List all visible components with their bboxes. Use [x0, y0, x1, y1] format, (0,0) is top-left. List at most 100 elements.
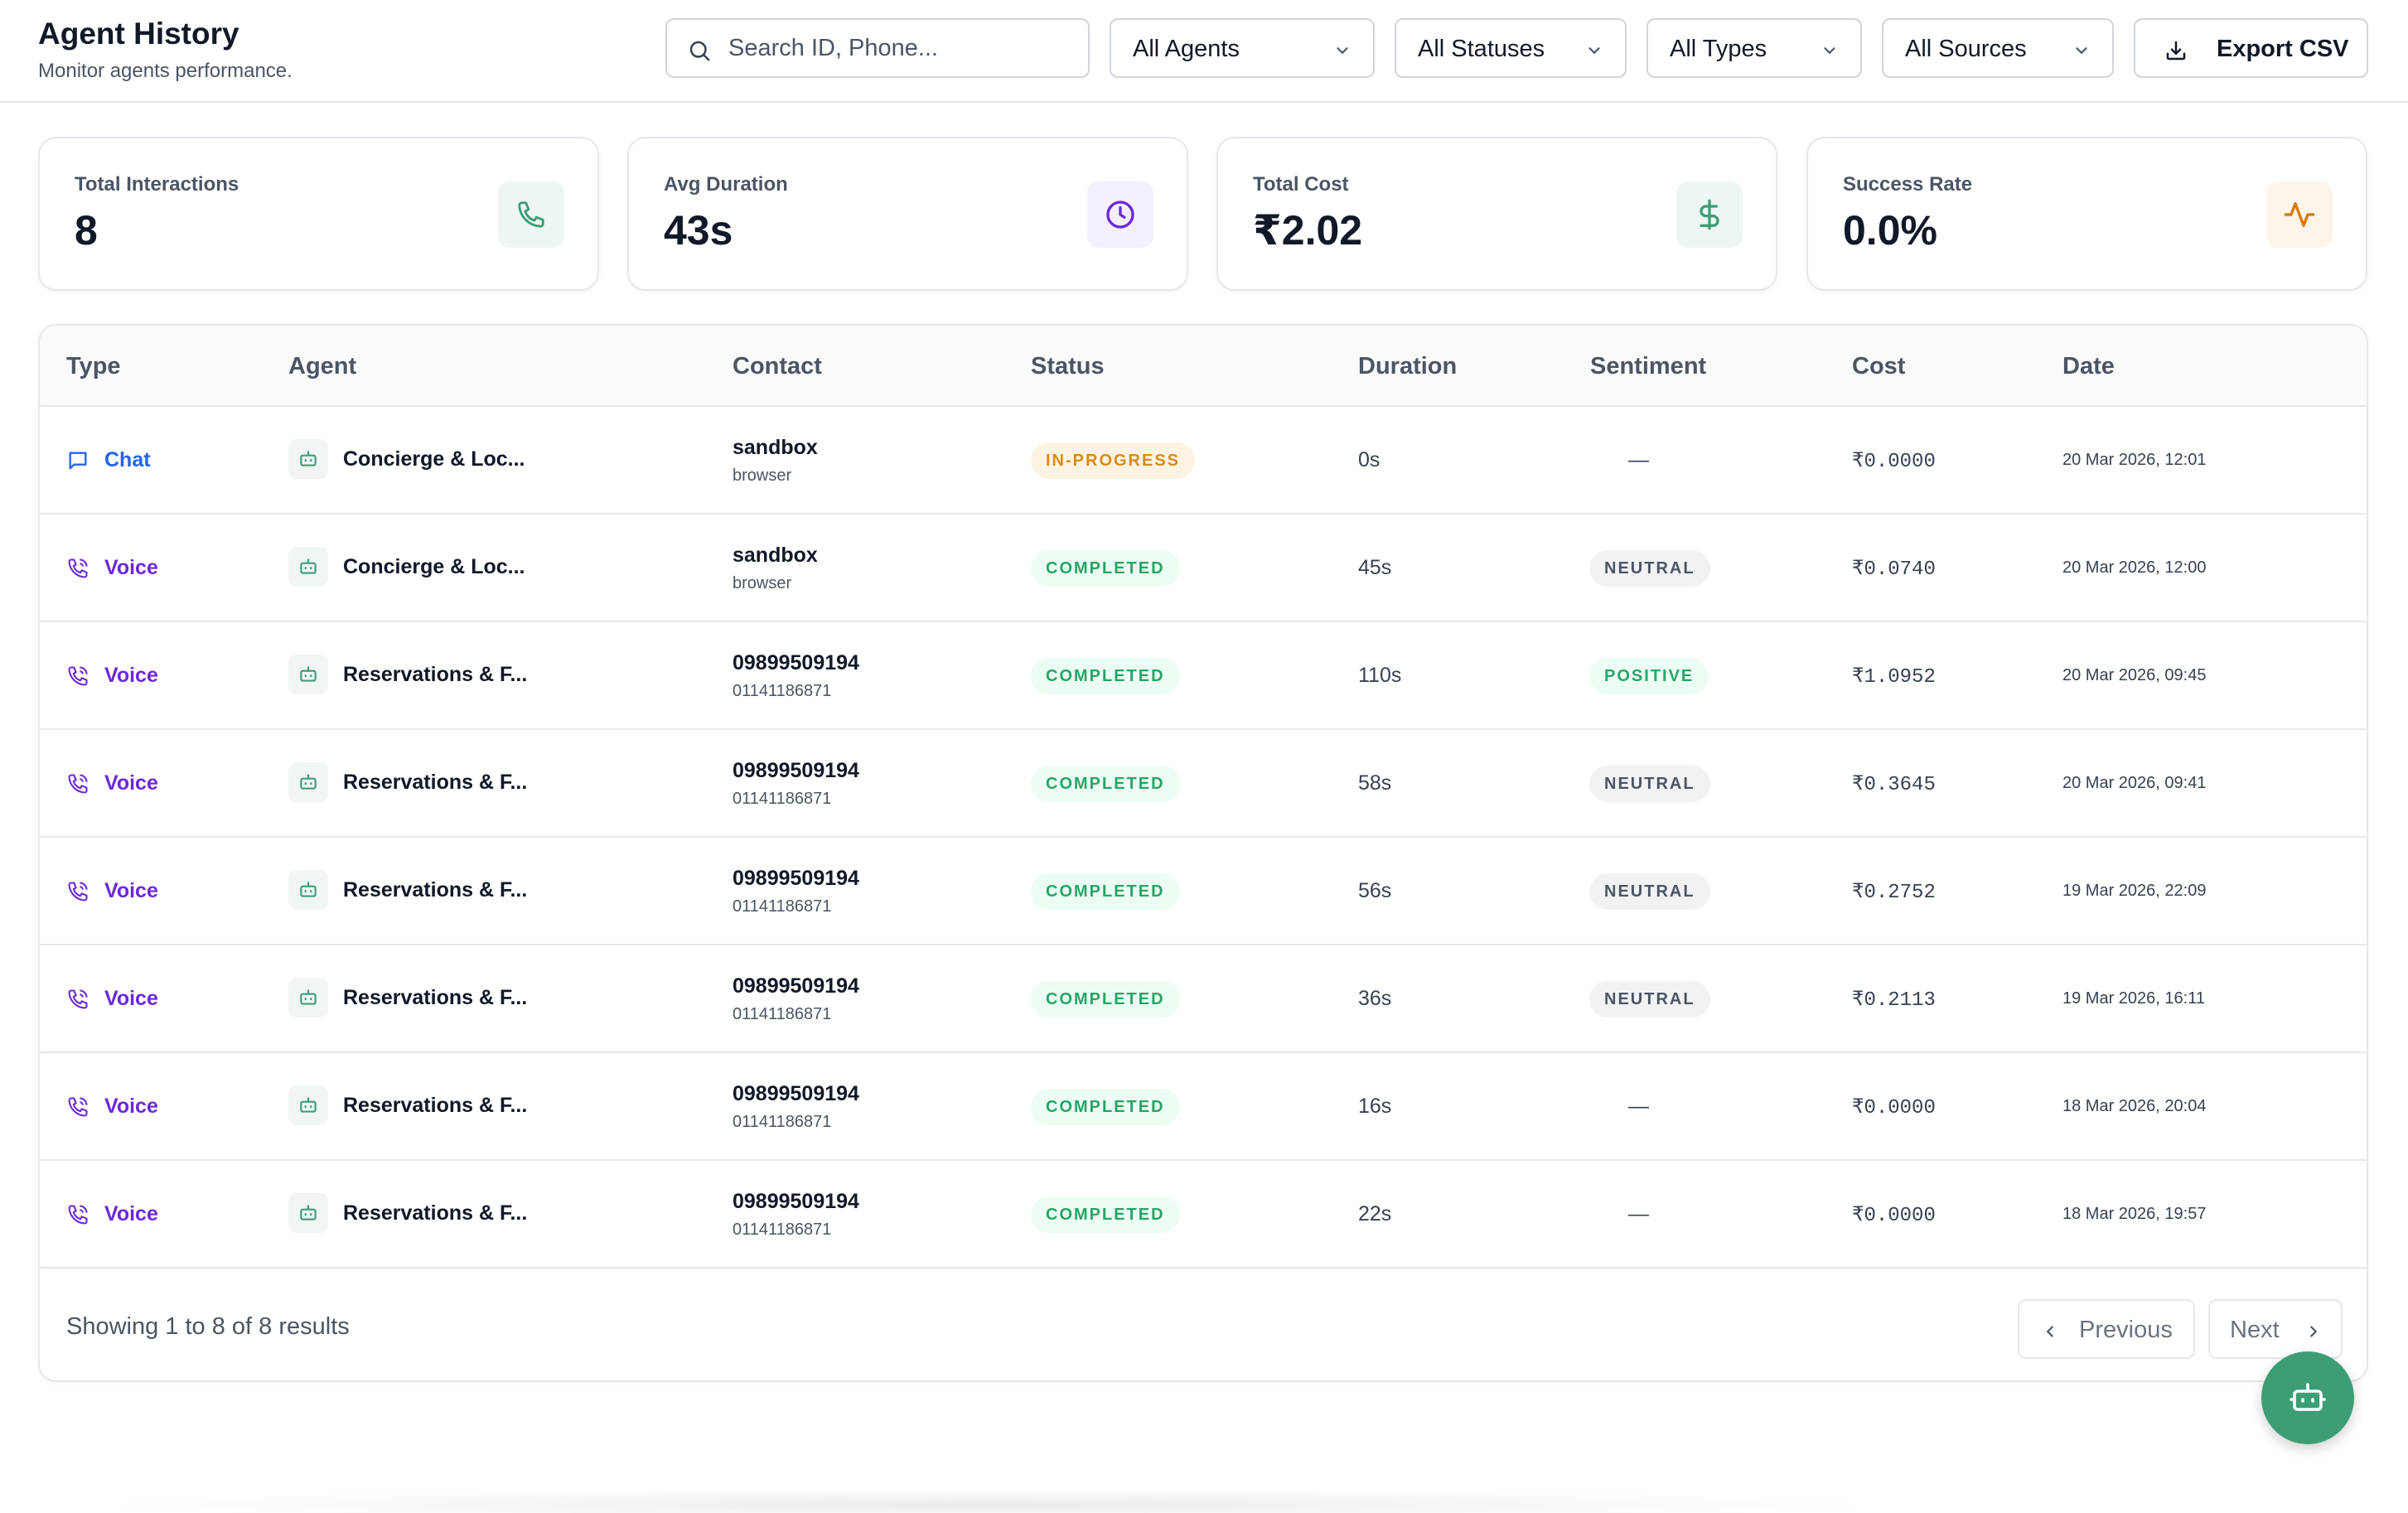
column-header-duration[interactable]: Duration	[1358, 353, 1458, 379]
agent-cell: Reservations & F...	[288, 1085, 527, 1125]
phone-call-icon	[68, 1096, 88, 1117]
chevron-down-icon	[1824, 47, 1835, 55]
type-label: Voice	[104, 771, 158, 795]
cost-cell: ₹0.0000	[1852, 1205, 1936, 1227]
table-row[interactable]: Voice Reservations & F... 09899509194 01…	[40, 838, 2367, 945]
agent-name: Reservations & F...	[343, 985, 528, 1009]
results-summary: Showing 1 to 8 of 8 results	[66, 1313, 350, 1340]
download-icon	[2166, 41, 2186, 60]
activity-icon	[2266, 181, 2333, 248]
page-header: Agent History Monitor agents performance…	[0, 0, 2408, 103]
status-badge: COMPLETED	[1031, 766, 1180, 802]
duration-cell: 110s	[1358, 664, 1402, 687]
phone-call-icon	[68, 1204, 88, 1225]
table-row[interactable]: Voice Reservations & F... 09899509194 01…	[40, 1053, 2367, 1161]
table-row[interactable]: Voice Reservations & F... 09899509194 01…	[40, 1161, 2367, 1269]
type-label: Voice	[104, 987, 158, 1010]
contact-primary: 09899509194	[733, 759, 859, 782]
bot-icon	[288, 547, 328, 587]
stat-card-total-cost: Total Cost ₹2.02	[1216, 137, 1777, 291]
source-filter-select[interactable]: All Sources	[1882, 18, 2114, 78]
table-row[interactable]: Chat Concierge & Loc... sandbox browser …	[40, 407, 2367, 515]
table-header: Type Agent Contact Status Duration Senti…	[40, 326, 2367, 407]
date-cell: 19 Mar 2026, 22:09	[2062, 882, 2207, 900]
date-cell: 18 Mar 2026, 20:04	[2062, 1097, 2207, 1115]
agent-cell: Concierge & Loc...	[288, 547, 525, 587]
search-icon	[689, 41, 710, 61]
sentiment-badge: NEUTRAL	[1589, 981, 1710, 1018]
search-box[interactable]	[665, 18, 1090, 78]
contact-cell: 09899509194 01141186871	[733, 651, 859, 701]
dollar-icon	[1676, 181, 1743, 248]
stat-label: Avg Duration	[664, 173, 788, 196]
pagination-bar: Showing 1 to 8 of 8 results Previous Nex…	[40, 1270, 2367, 1380]
phone-icon	[498, 181, 564, 248]
table-row[interactable]: Voice Reservations & F... 09899509194 01…	[40, 945, 2367, 1053]
chevron-down-icon	[2076, 47, 2087, 55]
table-row[interactable]: Voice Reservations & F... 09899509194 01…	[40, 730, 2367, 838]
contact-secondary: 01141186871	[733, 790, 832, 808]
agent-cell: Reservations & F...	[288, 978, 527, 1018]
date-cell: 19 Mar 2026, 16:11	[2062, 989, 2205, 1008]
agent-filter-select[interactable]: All Agents	[1110, 18, 1375, 78]
duration-cell: 36s	[1358, 987, 1392, 1010]
table-row[interactable]: Voice Concierge & Loc... sandbox browser…	[40, 515, 2367, 622]
contact-cell: 09899509194 01141186871	[733, 974, 859, 1024]
table-row[interactable]: Voice Reservations & F... 09899509194 01…	[40, 622, 2367, 730]
cost-cell: ₹0.0000	[1852, 1097, 1936, 1119]
source-filter-label: All Sources	[1905, 36, 2027, 62]
search-input[interactable]	[728, 31, 1076, 65]
export-csv-button[interactable]: Export CSV	[2134, 18, 2368, 78]
contact-primary: 09899509194	[733, 1082, 859, 1105]
next-page-button[interactable]: Next	[2208, 1299, 2343, 1359]
type-cell: Chat	[66, 448, 151, 472]
column-header-contact[interactable]: Contact	[733, 353, 822, 379]
stat-value: 43s	[664, 207, 733, 254]
contact-cell: 09899509194 01141186871	[733, 867, 859, 916]
phone-call-icon	[68, 665, 88, 686]
contact-cell: sandbox browser	[733, 436, 818, 486]
type-label: Chat	[104, 448, 151, 471]
chevron-right-icon	[2310, 1326, 2318, 1337]
agent-cell: Reservations & F...	[288, 870, 527, 910]
type-filter-select[interactable]: All Types	[1646, 18, 1862, 78]
agent-name: Reservations & F...	[343, 1093, 528, 1117]
column-header-type[interactable]: Type	[66, 353, 121, 379]
sentiment-empty: —	[1628, 448, 1649, 471]
status-badge: COMPLETED	[1031, 1196, 1180, 1233]
next-page-label: Next	[2230, 1317, 2280, 1343]
type-label: Voice	[104, 556, 158, 579]
agent-cell: Reservations & F...	[288, 1193, 527, 1233]
page-subtitle: Monitor agents performance.	[38, 60, 293, 82]
contact-primary: 09899509194	[733, 651, 859, 674]
phone-call-icon	[68, 773, 88, 794]
sentiment-badge: NEUTRAL	[1589, 550, 1710, 587]
type-label: Voice	[104, 1202, 158, 1225]
column-header-sentiment[interactable]: Sentiment	[1590, 353, 1707, 379]
assistant-fab-button[interactable]	[2261, 1351, 2354, 1444]
bot-icon	[288, 870, 328, 910]
bot-icon	[288, 978, 328, 1018]
bot-icon	[288, 439, 328, 479]
contact-secondary: 01141186871	[733, 897, 832, 916]
status-filter-label: All Statuses	[1418, 36, 1545, 62]
type-cell: Voice	[66, 556, 158, 580]
cost-cell: ₹0.2752	[1852, 882, 1936, 904]
column-header-agent[interactable]: Agent	[288, 353, 357, 379]
column-header-status[interactable]: Status	[1031, 353, 1105, 379]
column-header-date[interactable]: Date	[2062, 353, 2115, 379]
contact-primary: sandbox	[733, 544, 818, 567]
sentiment-empty: —	[1628, 1095, 1649, 1118]
previous-page-label: Previous	[2079, 1317, 2173, 1343]
previous-page-button[interactable]: Previous	[2018, 1299, 2195, 1359]
phone-call-icon	[68, 989, 88, 1009]
history-table: Type Agent Contact Status Duration Senti…	[38, 324, 2368, 1382]
status-filter-select[interactable]: All Statuses	[1395, 18, 1627, 78]
contact-secondary: 01141186871	[733, 682, 832, 700]
contact-cell: sandbox browser	[733, 544, 818, 593]
phone-call-icon	[68, 558, 88, 578]
chevron-down-icon	[1337, 47, 1348, 55]
contact-cell: 09899509194 01141186871	[733, 1190, 859, 1240]
agent-cell: Reservations & F...	[288, 762, 527, 802]
column-header-cost[interactable]: Cost	[1852, 353, 1906, 379]
